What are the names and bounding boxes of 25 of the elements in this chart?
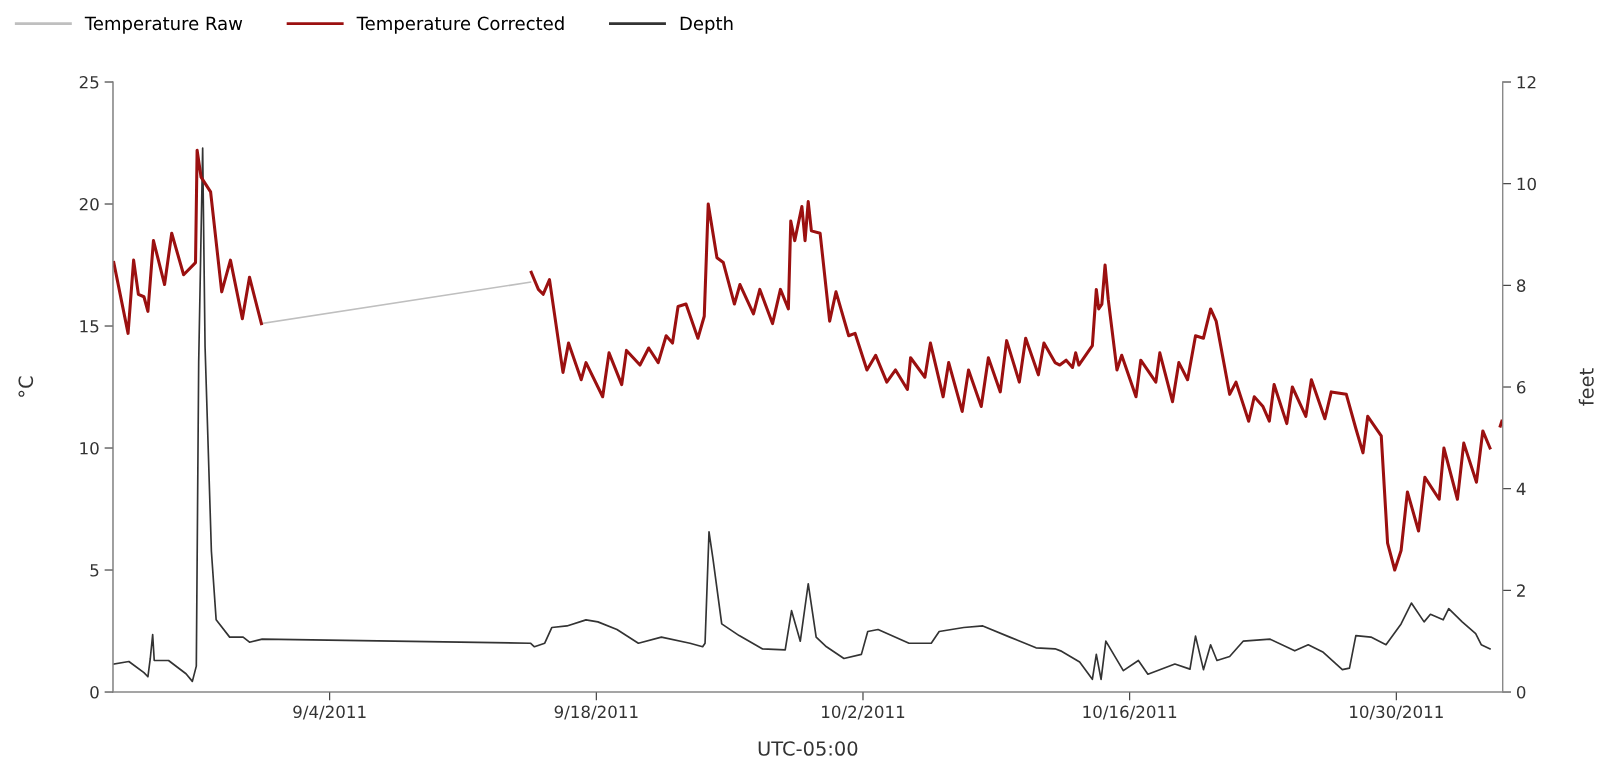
line-series [112, 147, 1491, 683]
legend-label: Temperature Raw [84, 16, 243, 34]
y-tick-label: 15 [80, 320, 99, 333]
legend-label: Depth [680, 16, 733, 34]
y2-tick-label: 12 [1517, 75, 1536, 89]
x-axis-title: UTC-05:00 [758, 741, 858, 756]
y2-tick-label: 8 [1516, 279, 1526, 292]
y-tick-label: 5 [90, 564, 99, 577]
y2-axis-title: feet [1578, 368, 1594, 406]
y-tick-label: 10 [80, 441, 99, 455]
y-axis-title: °C [18, 376, 34, 397]
x-tick-label: 10/30/2011 [1350, 705, 1443, 720]
y-tick-label: 25 [79, 75, 99, 89]
y2-tick-label: 10 [1517, 177, 1536, 191]
y2-tick-label: 4 [1516, 482, 1526, 496]
y-tick-label: 0 [90, 685, 99, 699]
x-tick-label: 9/4/2011 [293, 705, 366, 720]
y-tick-label: 20 [79, 197, 99, 211]
x-tick-label: 10/2/2011 [822, 705, 905, 720]
x-tick-label: 9/18/2011 [554, 705, 638, 720]
legend-label: Temperature Corrected [356, 16, 564, 34]
x-tick-label: 10/16/2011 [1083, 705, 1177, 720]
y2-tick-label: 0 [1516, 685, 1526, 699]
y2-tick-label: 2 [1517, 584, 1525, 597]
y2-tick-label: 6 [1517, 380, 1526, 394]
